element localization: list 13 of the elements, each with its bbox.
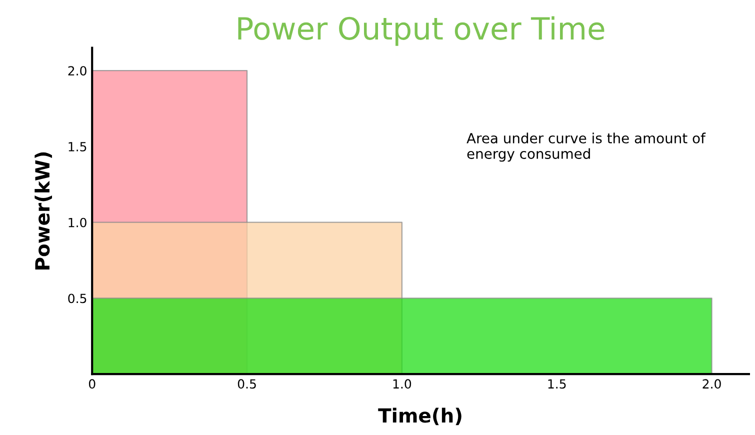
y-tick-label: 1.0 bbox=[68, 218, 86, 228]
y-tick-label: 2.0 bbox=[68, 66, 86, 76]
annotation: Area under curve is the amount of energy consumed bbox=[466, 132, 706, 162]
x-tick-label: 1.5 bbox=[548, 379, 566, 389]
x-tick-label: 1.0 bbox=[393, 379, 412, 389]
x-axis-title: Time(h) bbox=[378, 408, 462, 426]
x-tick-label: 2.0 bbox=[702, 379, 721, 389]
x-tick-label: 0 bbox=[88, 379, 96, 389]
y-tick-label: 1.5 bbox=[68, 142, 86, 152]
chart-title: Power Output over Time bbox=[238, 16, 604, 46]
y-axis-title: Power(kW) bbox=[34, 152, 52, 270]
x-tick-label: 0.5 bbox=[238, 379, 256, 389]
y-tick-label: 0.5 bbox=[68, 294, 86, 304]
